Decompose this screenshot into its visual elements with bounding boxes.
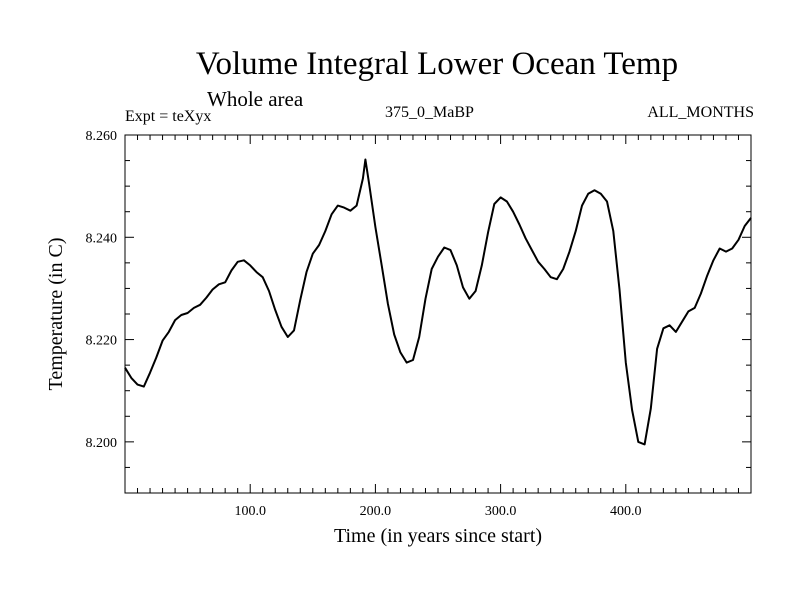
- x-tick-label: 300.0: [485, 504, 517, 519]
- y-tick-label: 8.200: [86, 436, 118, 451]
- temperature-series-line: [124, 158, 752, 446]
- chart-subtitle: Whole area: [207, 87, 304, 111]
- experiment-label: Expt = teXyx: [125, 108, 212, 125]
- y-tick-label: 8.240: [86, 231, 118, 246]
- plot-frame: [124, 134, 752, 494]
- chart-title: Volume Integral Lower Ocean Temp: [195, 46, 679, 82]
- y-tick-label: 8.260: [86, 129, 118, 144]
- x-tick-label: 100.0: [234, 504, 266, 519]
- x-tick-label: 200.0: [360, 504, 392, 519]
- y-tick-label: 8.220: [86, 334, 118, 349]
- x-axis-label: Time (in years since start): [334, 525, 542, 547]
- y-tick-labels: 8.200 8.220 8.240 8.260: [86, 129, 118, 451]
- x-tick-labels: 100.0 200.0 300.0 400.0: [234, 504, 641, 519]
- axis-ticks: [125, 135, 751, 493]
- x-tick-label: 400.0: [610, 504, 642, 519]
- y-axis-label: Temperature (in C): [45, 238, 67, 391]
- months-label: ALL_MONTHS: [647, 104, 754, 121]
- period-label: 375_0_MaBP: [385, 104, 474, 121]
